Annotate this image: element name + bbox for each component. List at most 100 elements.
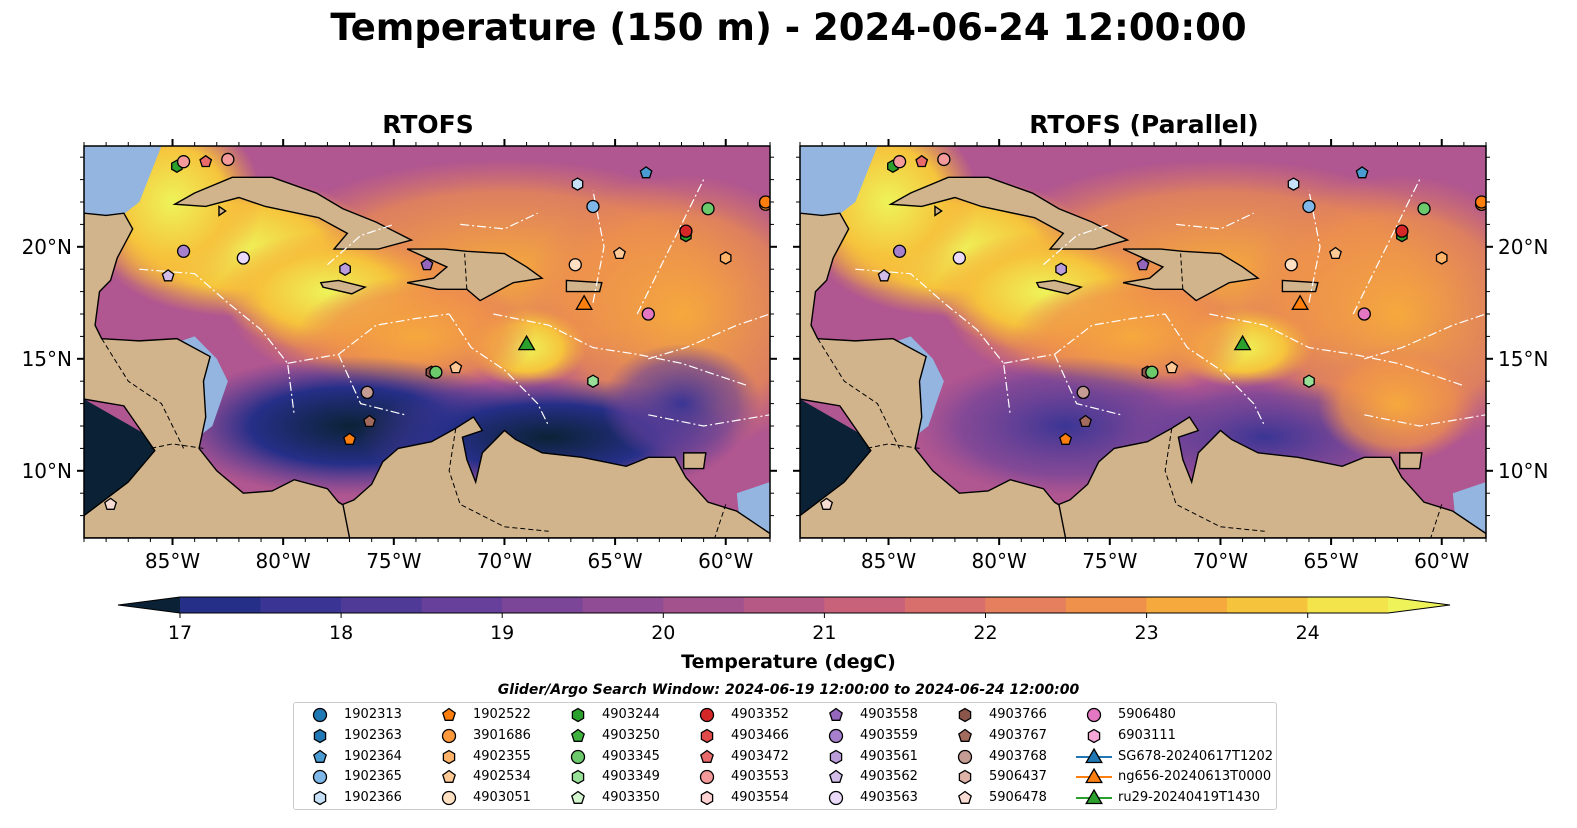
legend-item: 4903559 [816, 726, 1016, 746]
legend-item: 1902365 [300, 767, 500, 787]
lon-tick-label: 65°W [587, 549, 642, 573]
trinidad-land [682, 452, 707, 470]
colorbar-segment [1226, 597, 1308, 613]
float-marker [613, 246, 626, 260]
legend-label: 4903350 [602, 790, 660, 806]
legend-marker-icon [699, 707, 715, 723]
legend-item: 4903558 [816, 705, 1016, 725]
legend-marker-icon [829, 770, 843, 784]
float-marker [1329, 246, 1342, 260]
legend-marker-icon [828, 791, 844, 806]
float-marker [575, 294, 594, 310]
legend-item: 5906480 [1074, 705, 1274, 725]
legend-marker-icon [958, 770, 972, 785]
legend-label: 4903349 [602, 769, 660, 785]
float-marker [1474, 195, 1486, 209]
legend-label: 4903554 [731, 790, 789, 806]
legend-marker-icon [442, 770, 456, 784]
panel-title-rtofs-parallel: RTOFS (Parallel) [1029, 110, 1259, 139]
float-marker [1355, 166, 1369, 179]
colorbar-segment [180, 597, 262, 613]
float-marker [1055, 262, 1067, 276]
hispaniola-land [1122, 248, 1260, 302]
lon-tick-label: 70°W [1193, 549, 1248, 573]
legend-marker-icon [1086, 707, 1102, 723]
legend-item: 4903768 [945, 747, 1145, 767]
colorbar-label: Temperature (degC) [681, 651, 896, 673]
trinidad-land [1398, 452, 1423, 470]
legend-item: 4903051 [429, 788, 629, 808]
float-marker [1145, 365, 1159, 379]
legend-marker-icon [699, 770, 715, 785]
float-marker [639, 166, 653, 179]
legend-marker-icon [313, 790, 327, 806]
legend-marker-icon [958, 728, 972, 742]
legend-item: 1902364 [300, 747, 500, 767]
legend-label: 1902363 [344, 727, 402, 743]
jamaica-land [319, 279, 368, 295]
colorbar-tick-label: 24 [1296, 622, 1320, 644]
float-marker [892, 155, 907, 169]
lon-tick-label: 80°W [256, 549, 311, 573]
float-marker [719, 251, 732, 265]
legend-marker-icon [441, 728, 457, 743]
colorbar-segment [904, 597, 986, 613]
legend-label: 4903051 [473, 790, 531, 806]
isla-juventud-land [934, 205, 943, 217]
legend-label: 1902313 [344, 707, 402, 722]
float-marker [199, 154, 213, 168]
lon-tick-label: 60°W [1414, 549, 1469, 573]
map-figure: 85°W 80°W 75°W 70°W 65°W 60°W 20°N 15°N 10°N 85°… [22, 139, 1548, 644]
lat-tick-label: 20°N [22, 235, 72, 259]
lon-tick-label: 85°W [145, 549, 200, 573]
float-marker [360, 385, 374, 400]
lon-tick-label: 60°W [698, 549, 753, 573]
legend-marker-icon [570, 749, 586, 764]
float-marker [701, 202, 715, 216]
legend-label: 4903766 [989, 707, 1047, 722]
colorbar-tick-label: 23 [1135, 622, 1159, 644]
float-marker [892, 244, 907, 258]
lon-tick-label: 75°W [366, 549, 421, 573]
float-marker [420, 257, 434, 271]
legend-label: SG678-20240617T1202 [1118, 748, 1274, 764]
lat-tick-label: 15°N [1498, 347, 1548, 371]
legend-item: 4903466 [687, 726, 887, 746]
legend-label: 4903767 [989, 727, 1047, 743]
legend-item: 4903345 [558, 747, 758, 767]
legend-marker-icon [571, 707, 585, 723]
legend-item: 4903350 [558, 788, 758, 808]
float-marker [449, 360, 463, 374]
legend-item: 6903111 [1074, 726, 1274, 746]
float-marker [1291, 294, 1310, 310]
legend-label: 4903472 [731, 748, 789, 764]
panel-title-rtofs: RTOFS [382, 110, 474, 139]
jamaica-land [1035, 279, 1084, 295]
colorbar-tick-label: 18 [329, 622, 353, 644]
float-marker [1287, 177, 1300, 191]
legend-label: 4903559 [860, 727, 918, 743]
legend-label: 4903466 [731, 727, 789, 743]
legend-item: 4903352 [687, 705, 887, 725]
legend-marker-icon [828, 728, 844, 743]
float-marker [1357, 307, 1371, 321]
puerto-rico-land [565, 279, 603, 293]
legend-marker-icon [441, 791, 457, 806]
legend-marker-icon [1076, 788, 1112, 805]
legend-item: ng656-20240613T0000 [1074, 767, 1274, 787]
legend-marker-icon [1076, 768, 1112, 784]
colorbar-tick-label: 21 [812, 622, 836, 644]
search-window-text: Glider/Argo Search Window: 2024-06-19 12… [497, 682, 1080, 698]
legend-label: 4903553 [731, 769, 789, 785]
legend-marker-icon [312, 707, 328, 723]
legend-item: 1902313 [300, 705, 500, 725]
float-marker [679, 224, 693, 238]
colorbar-tick-label: 22 [973, 622, 997, 644]
float-marker [587, 374, 599, 388]
legend-item: 4903554 [687, 788, 887, 808]
legend-label: ru29-20240419T1430 [1118, 790, 1261, 806]
float-marker [915, 154, 929, 168]
legend-marker-icon [312, 770, 328, 785]
legend-label: 4903768 [989, 748, 1047, 764]
legend-label: 4903244 [602, 707, 660, 722]
